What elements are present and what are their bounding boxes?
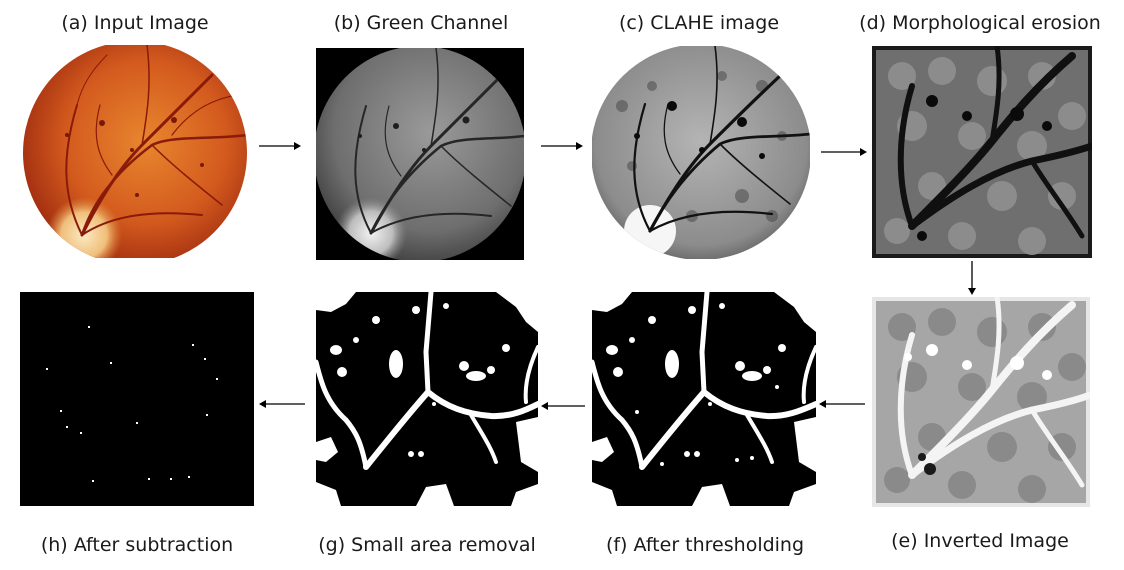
morphological-erosion-image	[872, 46, 1092, 258]
after-thresholding-image	[592, 292, 816, 506]
arrow-d-to-e	[968, 261, 976, 295]
label-clahe-image: (c) CLAHE image	[618, 12, 780, 34]
arrow-b-to-c	[541, 142, 583, 150]
arrow-f-to-g	[541, 402, 585, 410]
label-after-thresholding: (f) After thresholding	[605, 534, 805, 556]
label-input-image: (a) Input Image	[61, 12, 209, 34]
input-image	[22, 45, 248, 258]
arrow-g-to-h	[259, 400, 305, 408]
label-inverted-image: (e) Inverted Image	[891, 530, 1069, 552]
inverted-image	[872, 297, 1090, 507]
label-morphological-erosion: (d) Morphological erosion	[859, 12, 1101, 34]
arrow-a-to-b	[259, 142, 301, 150]
green-channel-image	[316, 48, 524, 260]
small-area-removal-image	[316, 292, 538, 506]
arrow-c-to-d	[821, 148, 867, 156]
clahe-image	[592, 46, 810, 259]
label-after-subtraction: (h) After subtraction	[40, 534, 234, 556]
label-green-channel: (b) Green Channel	[333, 12, 509, 34]
label-small-area-removal: (g) Small area removal	[318, 534, 536, 556]
arrow-e-to-f	[819, 400, 865, 408]
after-subtraction-image	[20, 292, 254, 506]
